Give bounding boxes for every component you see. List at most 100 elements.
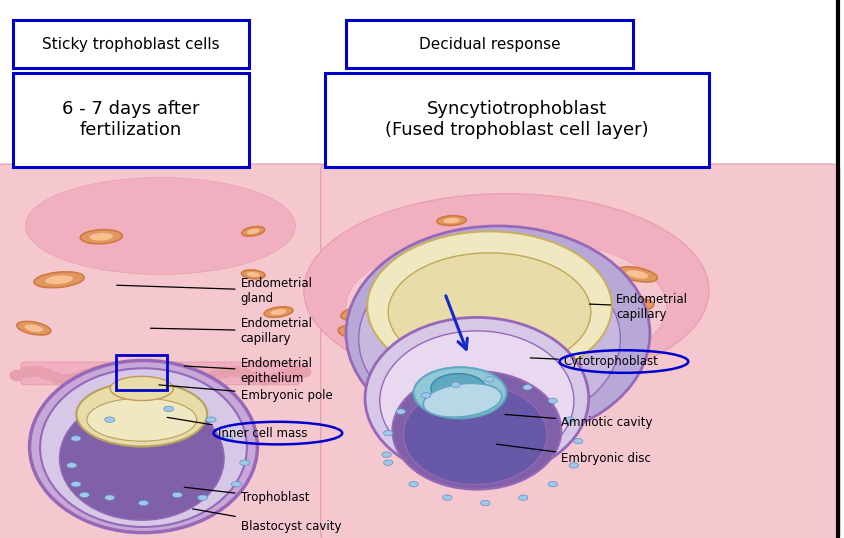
Ellipse shape	[437, 216, 466, 225]
Text: Cytotrophoblast: Cytotrophoblast	[530, 355, 658, 368]
Ellipse shape	[549, 398, 558, 404]
Ellipse shape	[59, 397, 225, 520]
Ellipse shape	[359, 247, 620, 430]
Ellipse shape	[24, 324, 43, 332]
Ellipse shape	[382, 452, 392, 457]
FancyBboxPatch shape	[21, 362, 300, 385]
Ellipse shape	[388, 253, 591, 371]
Ellipse shape	[242, 226, 264, 236]
Ellipse shape	[164, 406, 174, 412]
Ellipse shape	[41, 369, 247, 527]
Text: 6 - 7 days after
fertilization: 6 - 7 days after fertilization	[62, 100, 199, 139]
Ellipse shape	[30, 360, 257, 533]
Ellipse shape	[227, 365, 242, 377]
Ellipse shape	[367, 231, 612, 382]
Ellipse shape	[206, 417, 216, 422]
Ellipse shape	[257, 374, 272, 386]
Ellipse shape	[19, 366, 35, 378]
FancyBboxPatch shape	[346, 20, 633, 68]
Ellipse shape	[246, 272, 260, 277]
Ellipse shape	[384, 430, 393, 436]
Ellipse shape	[346, 226, 650, 441]
Ellipse shape	[365, 317, 589, 479]
Ellipse shape	[409, 482, 419, 487]
Ellipse shape	[286, 366, 301, 378]
Text: Endometrial
epithelium: Endometrial epithelium	[184, 357, 312, 385]
Ellipse shape	[277, 369, 292, 380]
Ellipse shape	[168, 367, 183, 379]
Ellipse shape	[603, 299, 654, 315]
Ellipse shape	[518, 495, 528, 500]
Text: Embryonic disc: Embryonic disc	[496, 444, 651, 465]
FancyBboxPatch shape	[0, 164, 332, 538]
Text: Syncytiotrophoblast
(Fused trophoblast cell layer): Syncytiotrophoblast (Fused trophoblast c…	[385, 100, 649, 139]
Ellipse shape	[9, 370, 24, 381]
FancyBboxPatch shape	[13, 73, 249, 167]
Ellipse shape	[423, 384, 502, 417]
Ellipse shape	[237, 368, 252, 380]
Ellipse shape	[452, 382, 461, 387]
Ellipse shape	[79, 492, 89, 498]
Ellipse shape	[197, 373, 213, 385]
Ellipse shape	[105, 417, 115, 422]
Ellipse shape	[484, 377, 495, 382]
Ellipse shape	[87, 398, 197, 441]
Ellipse shape	[392, 371, 561, 490]
Ellipse shape	[110, 377, 174, 400]
Text: Blastocyst cavity: Blastocyst cavity	[192, 509, 341, 533]
Ellipse shape	[29, 365, 44, 377]
Ellipse shape	[172, 492, 182, 498]
Ellipse shape	[615, 302, 642, 311]
Ellipse shape	[217, 366, 232, 378]
Ellipse shape	[128, 374, 143, 386]
Ellipse shape	[241, 270, 265, 279]
Ellipse shape	[138, 371, 153, 383]
Ellipse shape	[443, 218, 460, 223]
Ellipse shape	[197, 495, 208, 500]
Ellipse shape	[574, 438, 583, 444]
Ellipse shape	[349, 329, 376, 338]
Ellipse shape	[187, 373, 203, 385]
Ellipse shape	[118, 373, 133, 385]
Ellipse shape	[565, 417, 575, 422]
Ellipse shape	[80, 230, 122, 244]
Ellipse shape	[46, 275, 73, 284]
Ellipse shape	[626, 270, 648, 279]
Ellipse shape	[296, 366, 311, 378]
Ellipse shape	[304, 194, 709, 387]
Ellipse shape	[158, 365, 173, 377]
Ellipse shape	[231, 482, 241, 487]
Ellipse shape	[207, 370, 222, 382]
Ellipse shape	[397, 409, 405, 414]
Ellipse shape	[49, 372, 64, 384]
Text: Trophoblast: Trophoblast	[184, 487, 309, 504]
Ellipse shape	[99, 366, 114, 378]
Ellipse shape	[39, 368, 54, 380]
Ellipse shape	[271, 309, 286, 315]
Ellipse shape	[384, 460, 393, 465]
Ellipse shape	[108, 370, 123, 381]
Ellipse shape	[431, 373, 486, 404]
Ellipse shape	[351, 308, 375, 316]
Ellipse shape	[341, 304, 385, 320]
Text: Amniotic cavity: Amniotic cavity	[505, 414, 652, 429]
Ellipse shape	[414, 367, 506, 419]
Ellipse shape	[148, 367, 163, 379]
Text: Endometrial
gland: Endometrial gland	[116, 277, 312, 305]
Ellipse shape	[67, 463, 77, 468]
Ellipse shape	[177, 371, 192, 383]
Ellipse shape	[78, 369, 94, 380]
Text: Endometrial
capillary: Endometrial capillary	[589, 293, 688, 321]
Ellipse shape	[89, 365, 104, 377]
FancyBboxPatch shape	[325, 73, 709, 167]
Ellipse shape	[264, 307, 293, 317]
Ellipse shape	[267, 372, 282, 384]
Text: Inner cell mass: Inner cell mass	[167, 417, 307, 440]
Ellipse shape	[105, 495, 115, 500]
Text: Sticky trophoblast cells: Sticky trophoblast cells	[42, 37, 219, 52]
Ellipse shape	[17, 321, 51, 335]
Ellipse shape	[617, 267, 657, 282]
Ellipse shape	[338, 325, 387, 342]
Ellipse shape	[71, 482, 81, 487]
Ellipse shape	[570, 463, 579, 468]
